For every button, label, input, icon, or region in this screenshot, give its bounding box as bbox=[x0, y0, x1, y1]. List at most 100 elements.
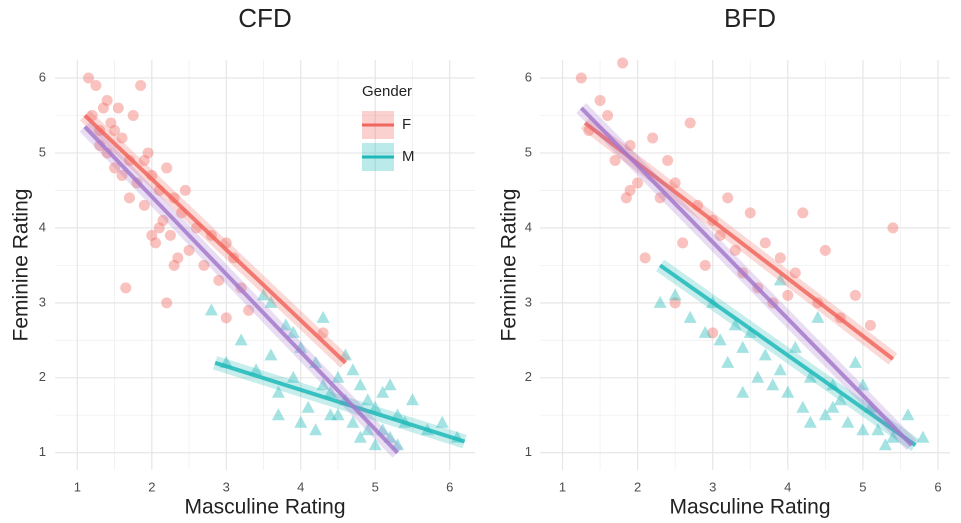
point bbox=[653, 295, 667, 308]
point bbox=[714, 229, 726, 241]
fit-line bbox=[658, 263, 917, 447]
point bbox=[168, 259, 180, 271]
point bbox=[774, 252, 786, 264]
point bbox=[324, 385, 338, 398]
point bbox=[744, 207, 756, 219]
y-tick-label: 3 bbox=[525, 294, 532, 309]
point bbox=[346, 415, 360, 428]
y-tick-label: 4 bbox=[39, 219, 46, 234]
point bbox=[818, 408, 832, 421]
fit-line bbox=[83, 114, 347, 365]
point bbox=[316, 310, 330, 323]
point bbox=[198, 259, 210, 271]
point bbox=[609, 154, 621, 166]
x-tick-label: 2 bbox=[634, 479, 641, 494]
point bbox=[150, 237, 162, 249]
point bbox=[871, 423, 885, 436]
point bbox=[624, 184, 636, 196]
point bbox=[146, 229, 158, 241]
point bbox=[856, 423, 870, 436]
x-axis-title: Masculine Rating bbox=[669, 496, 830, 519]
point bbox=[324, 408, 338, 421]
point bbox=[796, 400, 810, 413]
point bbox=[781, 385, 795, 398]
point bbox=[234, 333, 248, 346]
x-tick-label: 1 bbox=[559, 479, 566, 494]
point bbox=[316, 378, 330, 391]
point bbox=[271, 408, 285, 421]
x-tick-label: 5 bbox=[372, 479, 379, 494]
point bbox=[101, 94, 113, 106]
point bbox=[286, 370, 300, 383]
point bbox=[707, 327, 719, 339]
point bbox=[901, 408, 915, 421]
point bbox=[916, 430, 930, 443]
point bbox=[405, 393, 419, 406]
y-tick-label: 5 bbox=[525, 144, 532, 159]
point bbox=[90, 79, 102, 91]
point bbox=[849, 289, 861, 301]
point bbox=[383, 378, 397, 391]
point bbox=[887, 222, 899, 234]
x-tick-label: 1 bbox=[74, 479, 81, 494]
point bbox=[105, 117, 117, 129]
point bbox=[743, 325, 757, 338]
x-tick-label: 5 bbox=[859, 479, 866, 494]
x-tick-label: 6 bbox=[934, 479, 941, 494]
point bbox=[127, 109, 139, 121]
fit-line bbox=[579, 106, 914, 447]
point bbox=[602, 109, 614, 121]
point bbox=[249, 363, 263, 376]
point bbox=[848, 355, 862, 368]
point bbox=[833, 393, 847, 406]
point bbox=[243, 304, 255, 316]
point bbox=[317, 327, 329, 339]
point bbox=[83, 72, 95, 84]
point bbox=[773, 273, 787, 286]
point bbox=[264, 295, 278, 308]
point bbox=[138, 199, 150, 211]
legend-label: F bbox=[402, 116, 411, 133]
point bbox=[721, 355, 735, 368]
point bbox=[116, 169, 128, 181]
point bbox=[677, 237, 689, 249]
point bbox=[669, 297, 681, 309]
point bbox=[683, 310, 697, 323]
point bbox=[729, 244, 741, 256]
point bbox=[766, 378, 780, 391]
point bbox=[856, 378, 870, 391]
point bbox=[759, 237, 771, 249]
point bbox=[220, 312, 232, 324]
point bbox=[788, 340, 802, 353]
point bbox=[773, 363, 787, 376]
point bbox=[179, 184, 191, 196]
point bbox=[668, 288, 682, 301]
point bbox=[157, 214, 169, 226]
point bbox=[331, 370, 345, 383]
x-tick-label: 4 bbox=[297, 479, 304, 494]
point bbox=[811, 310, 825, 323]
fit-line bbox=[83, 125, 399, 455]
chart-title: CFD bbox=[238, 3, 291, 33]
point bbox=[736, 340, 750, 353]
point bbox=[624, 139, 636, 151]
point bbox=[109, 162, 121, 174]
x-tick-label: 2 bbox=[148, 479, 155, 494]
point bbox=[361, 393, 375, 406]
point bbox=[594, 94, 606, 106]
point bbox=[294, 415, 308, 428]
point bbox=[647, 132, 659, 144]
legend-label: M bbox=[402, 148, 415, 165]
point bbox=[617, 57, 629, 69]
point bbox=[138, 154, 150, 166]
point bbox=[864, 319, 876, 331]
point bbox=[368, 400, 382, 413]
y-tick-label: 2 bbox=[525, 369, 532, 384]
point bbox=[279, 318, 293, 331]
point bbox=[164, 229, 176, 241]
point bbox=[361, 423, 375, 436]
point bbox=[699, 259, 711, 271]
point bbox=[331, 408, 345, 421]
y-axis-title: Feminine Rating bbox=[498, 189, 521, 342]
point bbox=[172, 252, 184, 264]
